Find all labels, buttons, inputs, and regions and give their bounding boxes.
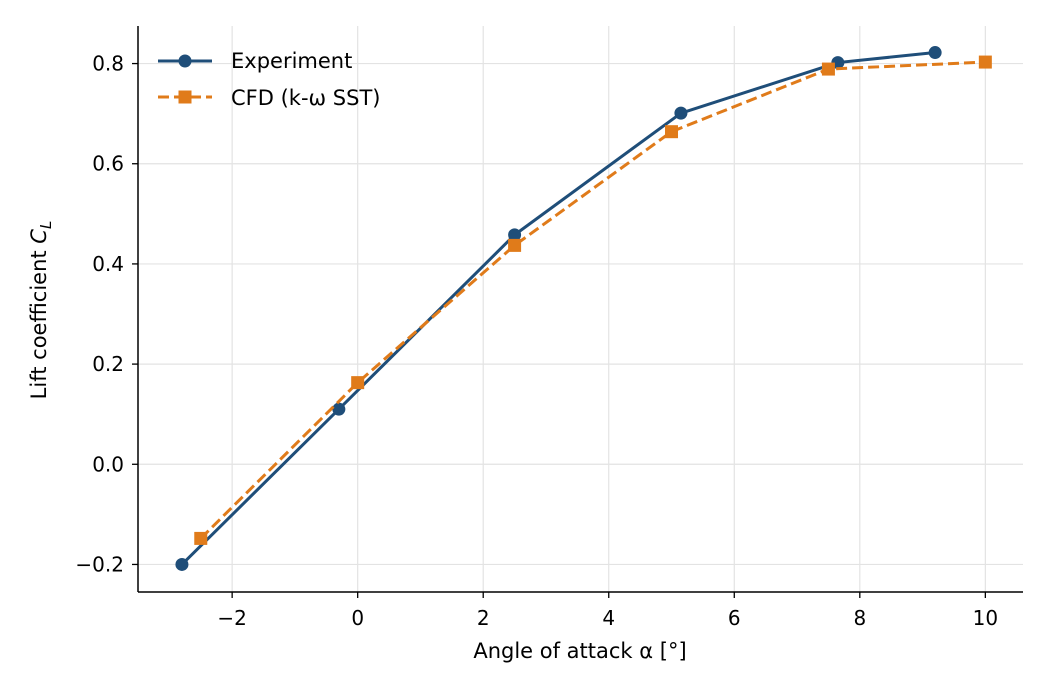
y-tick-label: 0.8 xyxy=(92,52,124,76)
y-axis-label-symbol: C xyxy=(27,229,51,244)
x-tick-label: 10 xyxy=(973,606,998,630)
data-point-experiment xyxy=(508,228,522,242)
y-tick-label: 0.6 xyxy=(92,152,124,176)
y-axis-label-subscript: L xyxy=(37,221,55,229)
series-layer xyxy=(175,46,992,571)
x-tick-label: −2 xyxy=(217,606,246,630)
data-point-cfd xyxy=(821,62,835,76)
series-line-cfd xyxy=(199,60,986,540)
data-point-cfd xyxy=(665,125,679,139)
y-tick-label: 0.0 xyxy=(92,452,124,476)
x-axis-label: Angle of attack α [°] xyxy=(473,639,686,663)
x-tick-label: 4 xyxy=(602,606,615,630)
y-tick-label: 0.2 xyxy=(92,352,124,376)
data-point-cfd xyxy=(978,55,992,69)
legend: Experiment CFD (k-ω SST) xyxy=(158,49,380,110)
legend-label-cfd: CFD (k-ω SST) xyxy=(231,86,380,110)
series-line-experiment xyxy=(180,51,936,566)
ticks: −2 0 2 4 6 8 10 −0.2 0.0 0.2 0.4 0.6 0.8 xyxy=(75,52,998,630)
data-point-cfd xyxy=(194,531,208,545)
grid xyxy=(138,26,1023,592)
x-tick-label: 0 xyxy=(351,606,364,630)
y-tick-label: 0.4 xyxy=(92,252,124,276)
y-axis-label-main: Lift coefficient xyxy=(27,244,51,400)
legend-entry-cfd: CFD (k-ω SST) xyxy=(158,86,380,110)
data-point-cfd xyxy=(351,376,365,390)
legend-marker-experiment xyxy=(178,54,192,68)
y-axis-label: Lift coefficient CL xyxy=(27,221,55,400)
data-point-experiment xyxy=(928,46,942,60)
y-tick-label: −0.2 xyxy=(75,552,124,576)
legend-label-experiment: Experiment xyxy=(231,49,352,73)
x-tick-label: 2 xyxy=(477,606,490,630)
data-point-experiment xyxy=(674,106,688,120)
data-point-experiment xyxy=(332,402,346,416)
x-tick-label: 6 xyxy=(728,606,741,630)
x-tick-label: 8 xyxy=(853,606,866,630)
legend-entry-experiment: Experiment xyxy=(158,49,352,73)
data-point-experiment xyxy=(175,557,189,571)
legend-marker-cfd xyxy=(178,90,192,104)
axes xyxy=(137,26,1023,593)
data-point-cfd xyxy=(508,238,522,252)
